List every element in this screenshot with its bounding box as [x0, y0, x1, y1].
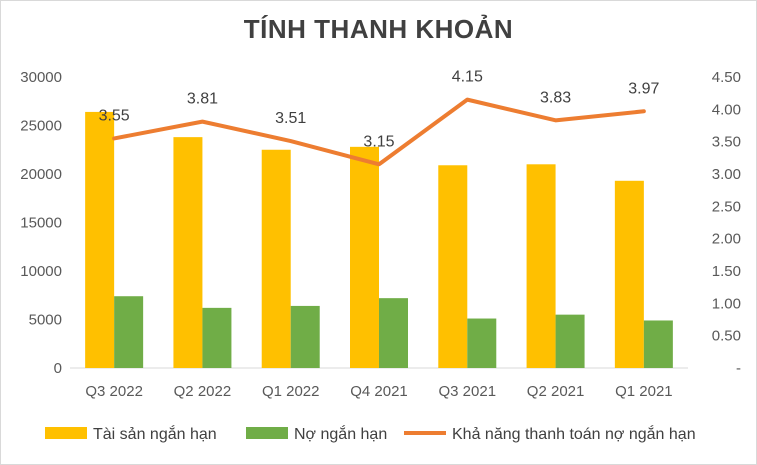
legend-label: Tài sản ngắn hạn [93, 424, 217, 443]
x-tick-label: Q1 2021 [615, 383, 673, 400]
bar-no-ngan-han [290, 305, 320, 368]
bar-no-ngan-han [643, 320, 673, 368]
bar-tai-san-ngan-han [350, 146, 379, 368]
x-tick-label: Q4 2021 [350, 383, 408, 400]
line-kha-nang-thanh-toan [112, 97, 646, 167]
line-data-label: 3.97 [628, 80, 659, 97]
x-tick-label: Q2 2021 [527, 383, 585, 400]
right-tick-label: - [736, 360, 741, 377]
x-tick-label: Q2 2022 [174, 383, 232, 400]
line-data-label: 3.51 [275, 110, 306, 127]
left-tick-label: 30000 [20, 69, 62, 86]
bar-no-ngan-han [467, 318, 497, 368]
x-tick-label: Q3 2021 [439, 383, 497, 400]
left-tick-label: 5000 [29, 312, 62, 329]
bar-no-ngan-han [202, 307, 232, 368]
bar-tai-san-ngan-han [85, 111, 115, 369]
bar-no-ngan-han [114, 296, 144, 368]
chart-title: TÍNH THANH KHOẢN [243, 14, 514, 44]
bar-tai-san-ngan-han [614, 180, 644, 368]
x-tick-label: Q1 2022 [262, 383, 320, 400]
right-tick-label: 3.50 [712, 134, 741, 151]
right-tick-label: 4.50 [712, 69, 741, 86]
line-data-label: 3.55 [99, 107, 130, 124]
right-tick-label: 2.00 [712, 231, 741, 248]
right-tick-label: 1.00 [712, 295, 741, 312]
right-tick-label: 2.50 [712, 198, 741, 215]
left-tick-label: 0 [54, 360, 62, 377]
line-data-label: 3.83 [540, 89, 571, 106]
line-data-label: 3.81 [187, 91, 218, 108]
line-data-label: 4.15 [452, 69, 483, 86]
right-axis: - 0.50 1.00 1.50 2.00 2.50 3.00 3.50 4.00 4.50 [712, 69, 741, 377]
bar-series [85, 111, 673, 369]
left-axis: 0 5000 10000 15000 20000 25000 30000 [20, 69, 62, 377]
legend: Tài sản ngắn hạn Nợ ngắn hạn Khả năng than… [45, 424, 696, 443]
bar-tai-san-ngan-han [261, 149, 291, 368]
x-axis: Q3 2022 Q2 2022 Q1 2022 Q4 2021 Q3 2021 Q2 20… [85, 383, 672, 400]
bar-tai-san-ngan-han [173, 137, 203, 368]
line-series: 3.55 3.81 3.51 3.15 4.15 3.83 3.97 [99, 69, 660, 167]
legend-swatch [246, 427, 288, 439]
bar-no-ngan-han [379, 298, 408, 368]
left-tick-label: 20000 [20, 166, 62, 183]
right-tick-label: 0.50 [712, 328, 741, 345]
left-tick-label: 15000 [20, 215, 62, 232]
legend-label: Khả năng thanh toán nợ ngắn hạn [452, 424, 696, 443]
right-tick-label: 1.50 [712, 263, 741, 280]
legend-label: Nợ ngắn hạn [294, 424, 387, 443]
bar-tai-san-ngan-han [526, 164, 556, 368]
left-tick-label: 10000 [20, 263, 62, 280]
left-tick-label: 25000 [20, 118, 62, 135]
bar-no-ngan-han [555, 314, 585, 368]
legend-swatch [45, 427, 87, 439]
bar-tai-san-ngan-han [438, 165, 468, 368]
right-tick-label: 3.00 [712, 166, 741, 183]
x-tick-label: Q3 2022 [85, 383, 143, 400]
line-data-label: 3.15 [363, 133, 394, 150]
right-tick-label: 4.00 [712, 101, 741, 118]
